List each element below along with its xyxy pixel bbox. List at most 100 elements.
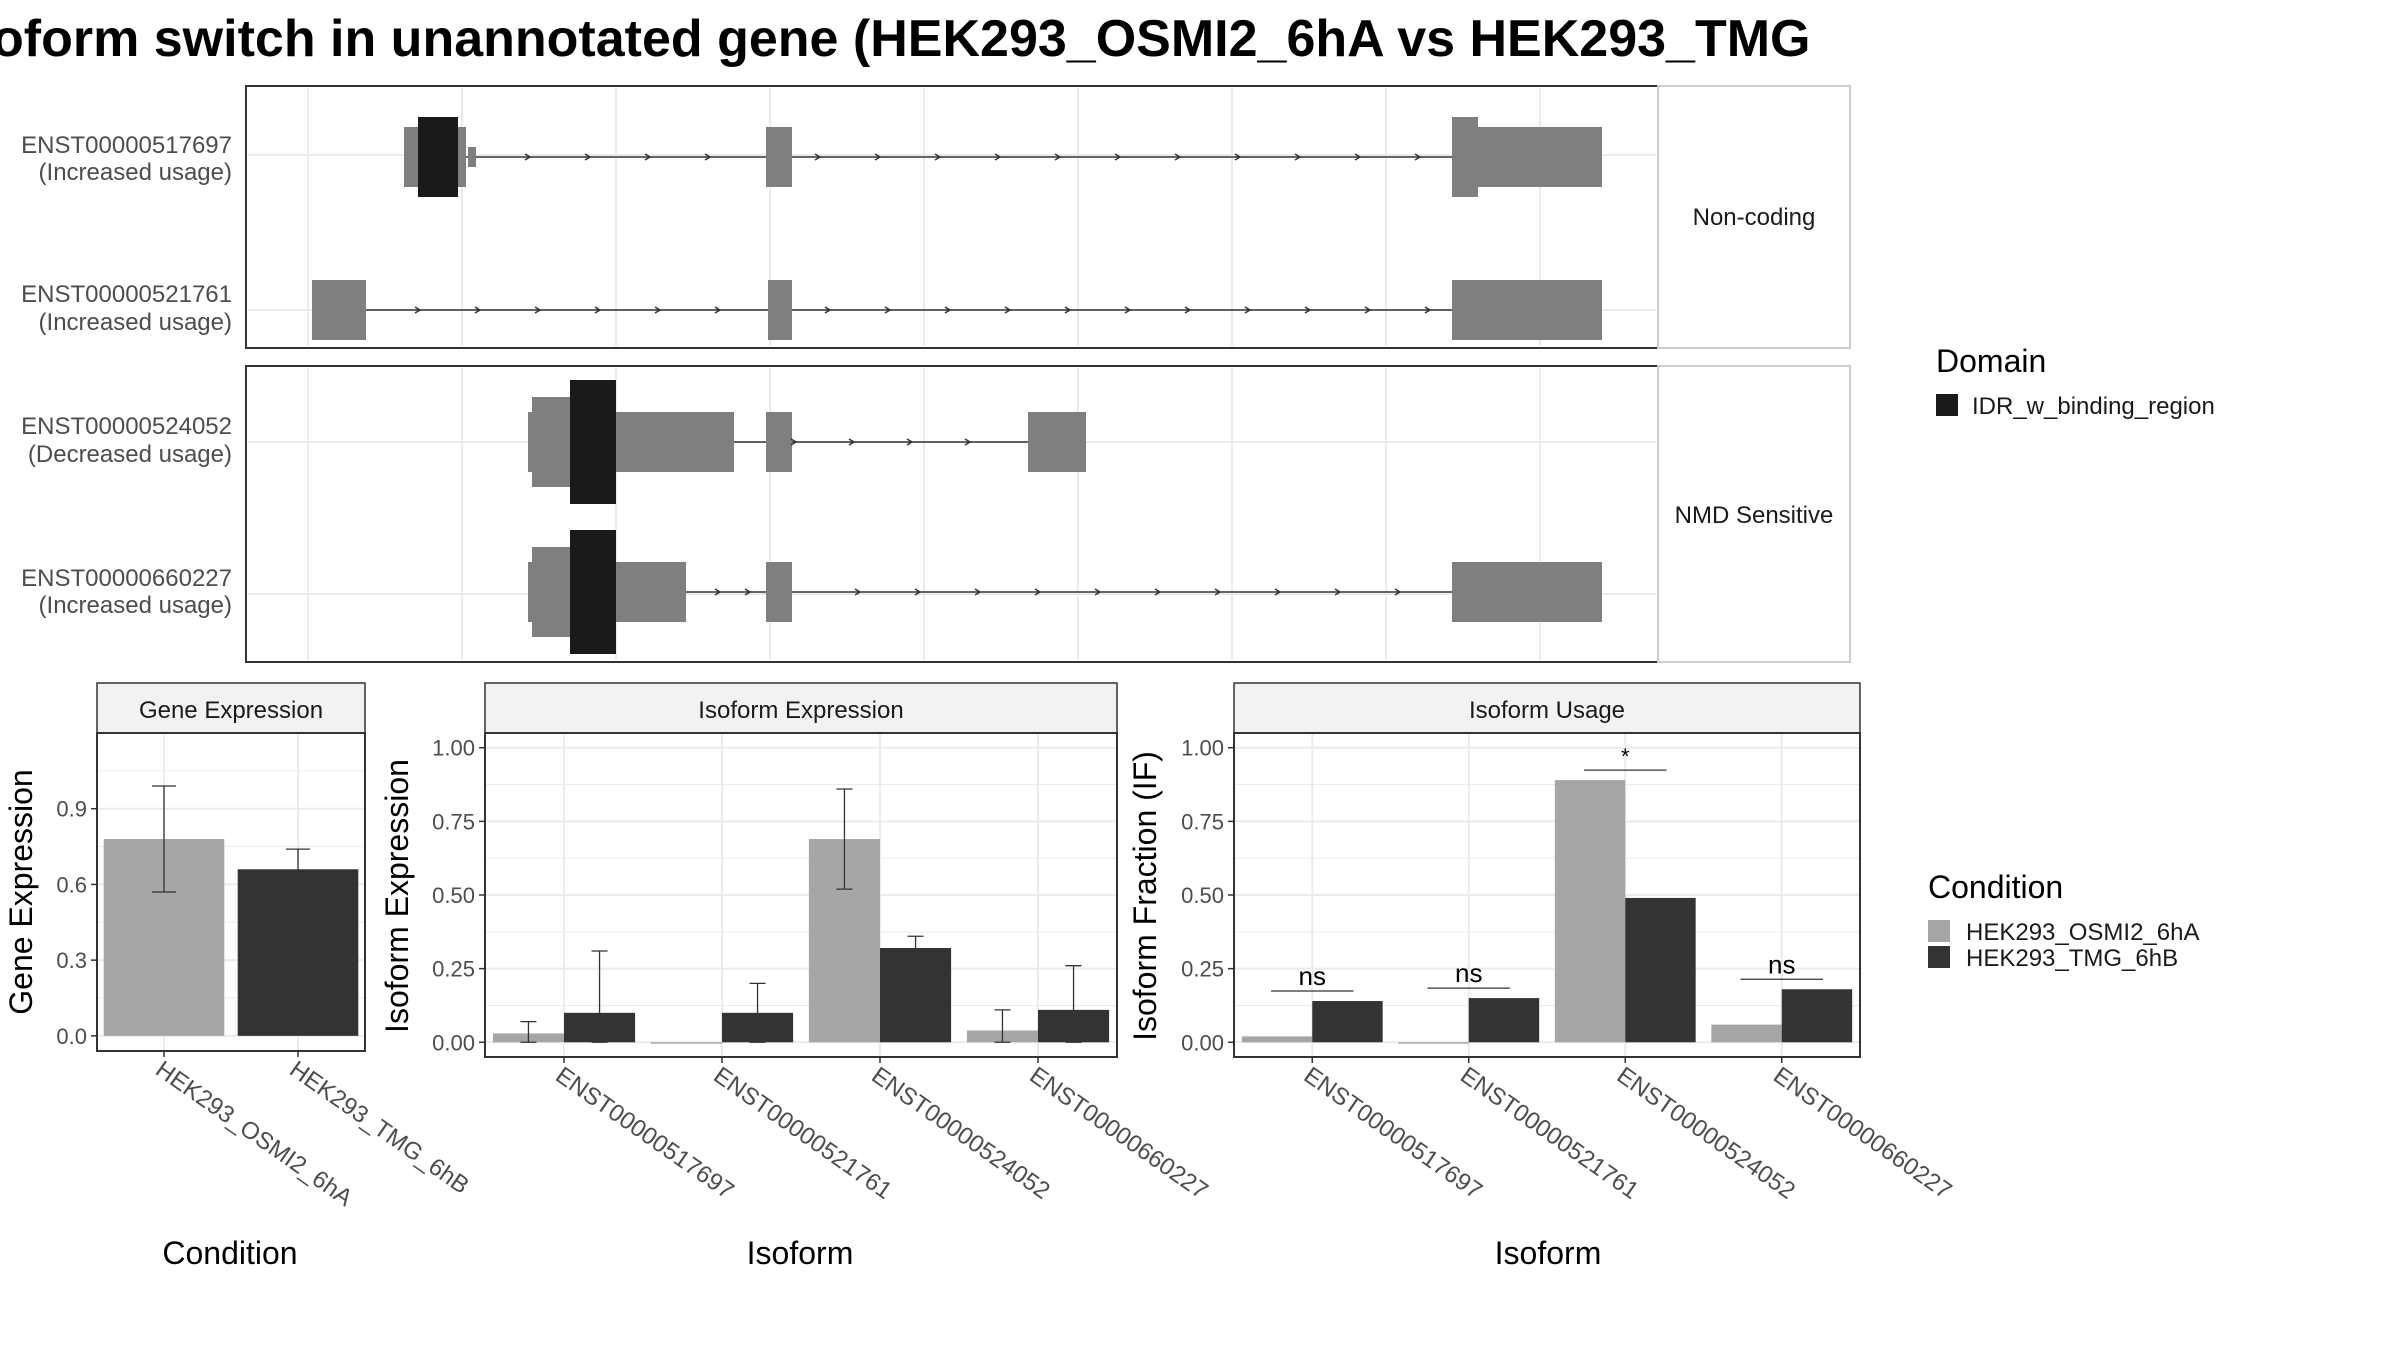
exon-utr-step	[404, 127, 410, 187]
structure-panel-nmd: NMD Sensitive	[245, 365, 1851, 663]
exon-block	[468, 147, 476, 167]
strand-arrow	[1034, 588, 1042, 596]
bar-cond2	[1781, 989, 1853, 1043]
domain-block	[570, 530, 616, 654]
strand-arrow	[1334, 588, 1342, 596]
strand-arrow	[1424, 306, 1432, 314]
domain-legend-item: IDR_w_binding_region	[1972, 393, 2215, 420]
strand-arrow	[994, 153, 1002, 161]
condition-legend-title: Condition	[1928, 869, 2063, 905]
strand-arrow	[1004, 306, 1012, 314]
strip-non-coding	[1657, 85, 1851, 349]
y-tick-label: 0.75	[432, 809, 475, 834]
bar-cond1	[1398, 1042, 1469, 1044]
y-tick-label: 0.25	[1181, 957, 1224, 982]
strip-label-non-coding: Non-coding	[1693, 204, 1816, 231]
strand-arrow	[1234, 153, 1242, 161]
y-tick-label: 0.00	[1181, 1030, 1224, 1055]
bar-cond2	[880, 948, 952, 1043]
domain-legend-title: Domain	[1936, 343, 2046, 379]
strand-arrow	[906, 438, 914, 446]
strand-arrow	[874, 153, 882, 161]
condition-legend-item-1: HEK293_OSMI2_6hA	[1966, 919, 2199, 946]
strip-label-nmd: NMD Sensitive	[1675, 502, 1834, 529]
domain-legend-key	[1936, 394, 1958, 416]
exon-utr-step	[528, 412, 534, 472]
strand-arrow	[474, 306, 482, 314]
strand-arrow	[1054, 153, 1062, 161]
strip-nmd-sensitive	[1657, 365, 1851, 663]
chart-title: oform switch in unannotated gene (HEK293…	[0, 10, 1810, 68]
isoform-structure-ENST00000521761	[312, 280, 1602, 340]
condition-legend-item-2: HEK293_TMG_6hB	[1966, 945, 2178, 972]
gene-expression-ylabel: Gene Expression	[3, 769, 39, 1014]
strand-arrow	[524, 153, 532, 161]
panel-title-isoform-usage: Isoform Usage	[1469, 697, 1625, 724]
strand-arrow	[934, 153, 942, 161]
strand-arrow	[1244, 306, 1252, 314]
strand-arrow	[824, 306, 832, 314]
strand-arrow	[1274, 588, 1282, 596]
y-tick-label: 1.00	[1181, 736, 1224, 761]
y-tick-label: 0.75	[1181, 809, 1224, 834]
panel-title-isoform-expression: Isoform Expression	[698, 697, 903, 724]
strip-gene-expression	[96, 682, 366, 734]
isoform-expression-ylabel: Isoform Expression	[379, 759, 415, 1033]
isoform-label-4: ENST00000660227	[21, 565, 232, 592]
bar-cond1	[650, 1042, 722, 1044]
strand-arrow	[744, 588, 752, 596]
strand-arrow	[790, 438, 798, 446]
strand-arrow	[414, 306, 422, 314]
domain-block	[418, 117, 458, 197]
strand-arrow	[1214, 588, 1222, 596]
bar-cond2	[237, 869, 359, 1036]
isoform-structure-ENST00000524052	[532, 380, 1086, 504]
strand-arrow	[1294, 153, 1302, 161]
strand-arrow	[584, 153, 592, 161]
strand-arrow	[1174, 153, 1182, 161]
strand-arrow	[854, 588, 862, 596]
strand-arrow	[534, 306, 542, 314]
bar-cond1	[1241, 1036, 1313, 1043]
strand-arrow	[1184, 306, 1192, 314]
strand-arrow	[1064, 306, 1072, 314]
bar-cond2	[1625, 897, 1696, 1043]
strand-arrow	[944, 306, 952, 314]
isoform-label-1: ENST00000517697	[21, 132, 232, 159]
y-tick-label: 0.0	[56, 1024, 87, 1049]
significance-label: ns	[1455, 958, 1482, 988]
strand-arrow	[1364, 306, 1372, 314]
strip-isoform-expression	[484, 682, 1118, 734]
significance-label: ns	[1299, 961, 1326, 991]
strand-arrow	[848, 438, 856, 446]
y-tick-label: 0.9	[56, 797, 87, 822]
isoform-usage-3: (Decreased usage)	[28, 441, 232, 468]
exon-block	[614, 562, 686, 622]
bar-cond2	[1312, 1001, 1383, 1043]
domain-block	[570, 380, 616, 504]
bar-cond2	[1468, 998, 1540, 1043]
domain-legend: Domain IDR_w_binding_region	[1936, 343, 2215, 420]
strand-arrow	[714, 306, 722, 314]
isoform-expression-xlabel: Isoform	[747, 1235, 854, 1271]
strand-arrow	[884, 306, 892, 314]
y-tick-label: 0.50	[432, 883, 475, 908]
significance-label: ns	[1768, 949, 1795, 979]
isoform-structures	[312, 117, 1602, 654]
exon-block	[768, 280, 792, 340]
exon-block	[766, 127, 792, 187]
strand-arrow	[1354, 153, 1362, 161]
strand-arrow	[964, 438, 972, 446]
strand-arrow	[1394, 588, 1402, 596]
isoform-label-2: ENST00000521761	[21, 281, 232, 308]
isoform-label-3: ENST00000524052	[21, 413, 232, 440]
exon-block	[766, 412, 792, 472]
isoform-usage-ylabel: Isoform Fraction (IF)	[1127, 751, 1163, 1041]
isoform-structure-ENST00000517697	[408, 117, 1602, 197]
strand-arrow	[654, 306, 662, 314]
gene-expression-xlabel: Condition	[162, 1235, 297, 1271]
bar-cond1	[1554, 780, 1626, 1043]
panel-title-gene-expression: Gene Expression	[139, 697, 323, 724]
condition-legend-key-1	[1928, 920, 1950, 942]
strip-isoform-usage	[1233, 682, 1861, 734]
